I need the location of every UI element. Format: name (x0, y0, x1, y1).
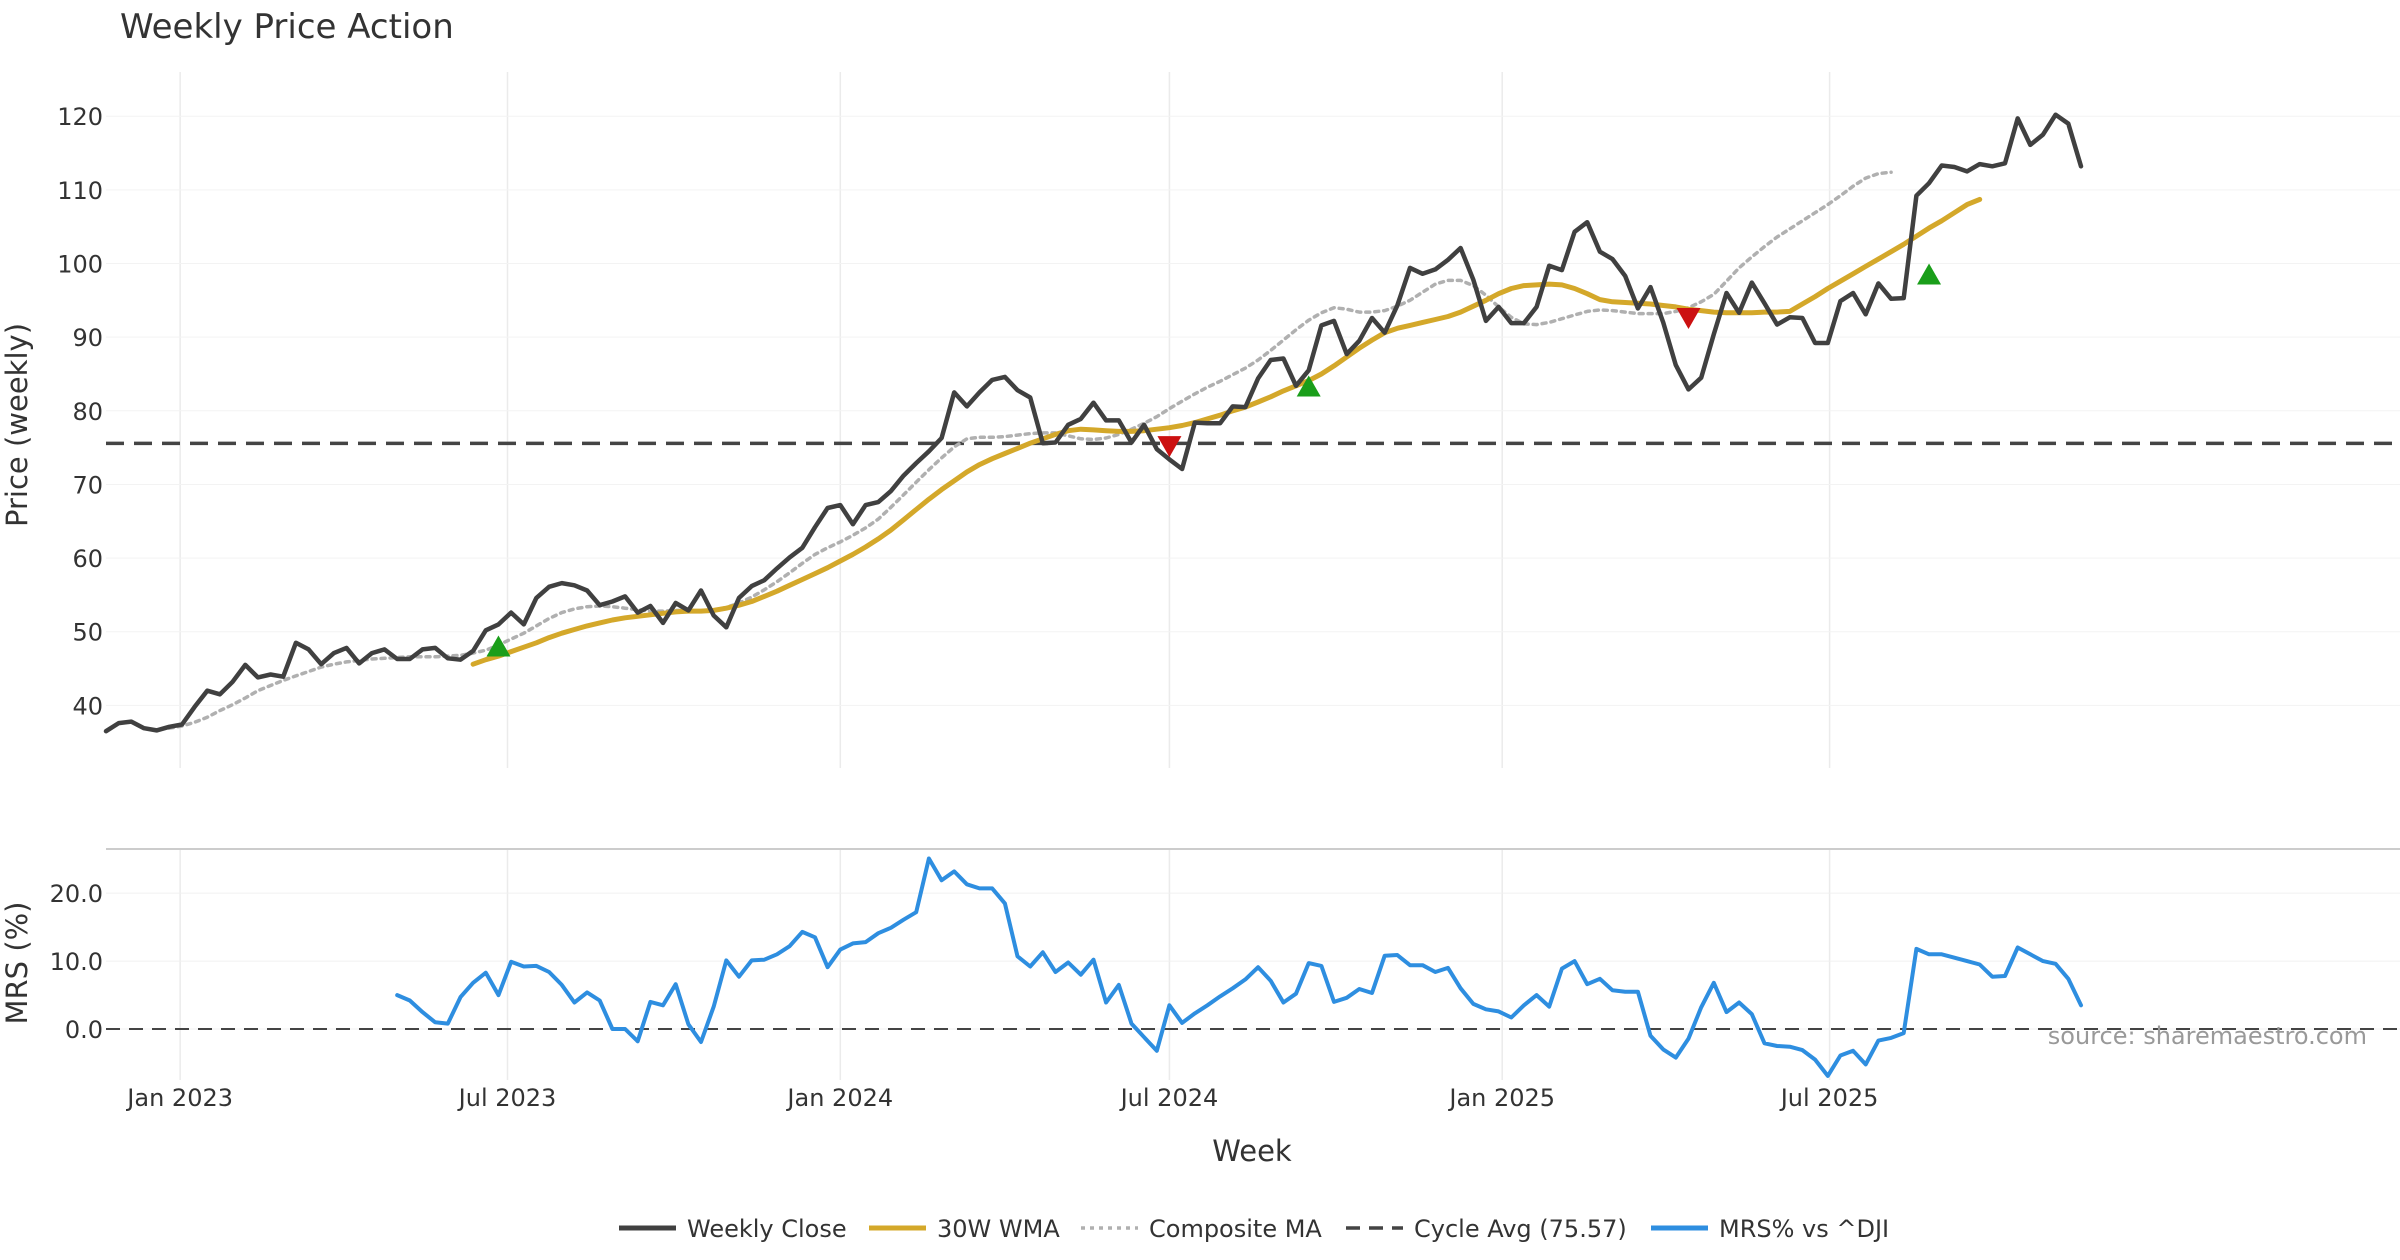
mrs-line (395, 856, 2083, 1078)
legend-label: Composite MA (1149, 1215, 1322, 1243)
series-layer (103, 112, 2084, 1078)
price-y-tick-label: 90 (72, 324, 103, 352)
source-note: source: sharemaestro.com (2048, 1022, 2367, 1050)
mrs-y-tick-label: 20.0 (50, 880, 103, 908)
price-y-tick-label: 120 (57, 103, 103, 131)
price-y-tick-label: 70 (72, 471, 103, 499)
tick-layer: Jan 2023 Jul 2023 Jan 2024 Jul 2024 Jan 2025… (50, 103, 1879, 1112)
x-tick-label: Jul 2024 (1119, 1084, 1219, 1112)
mrs-y-tick-label: 10.0 (50, 948, 103, 976)
mrs-y-axis-label: MRS (%) (0, 902, 34, 1025)
buy-signal-marker (1917, 263, 1942, 285)
reference-layer (106, 441, 2400, 1031)
x-tick-label: Jan 2024 (785, 1084, 893, 1112)
legend-label: Cycle Avg (75.57) (1414, 1215, 1627, 1243)
price-y-tick-label: 50 (72, 619, 103, 647)
x-tick-label: Jul 2025 (1779, 1084, 1879, 1112)
price-y-tick-label: 100 (57, 250, 103, 278)
legend-label: Weekly Close (687, 1215, 847, 1243)
legend-label: 30W WMA (937, 1215, 1060, 1243)
legend-label: MRS% vs ^DJI (1719, 1215, 1889, 1243)
x-tick-label: Jul 2023 (457, 1084, 557, 1112)
price-y-axis-label: Price (weekly) (0, 323, 34, 527)
chart-title: Weekly Price Action (120, 7, 454, 47)
weekly-close-line (103, 112, 2084, 734)
x-axis-label: Week (1212, 1134, 1292, 1168)
price-y-tick-label: 60 (72, 545, 103, 573)
price-y-tick-label: 110 (57, 177, 103, 205)
sell-signal-marker (1157, 436, 1182, 458)
price-y-tick-label: 40 (72, 692, 103, 720)
legend: Weekly Close 30W WMA Composite MA Cycle Avg… (619, 1215, 1889, 1243)
mrs-y-tick-label: 0.0 (65, 1016, 103, 1044)
composite-ma-line (167, 170, 1893, 730)
buy-signal-marker (1296, 375, 1321, 397)
x-tick-label: Jan 2023 (125, 1084, 233, 1112)
marker-layer (486, 263, 1942, 657)
sell-signal-marker (1676, 307, 1701, 329)
price-y-tick-label: 80 (72, 398, 103, 426)
x-tick-label: Jan 2025 (1447, 1084, 1555, 1112)
buy-signal-marker (486, 635, 511, 657)
